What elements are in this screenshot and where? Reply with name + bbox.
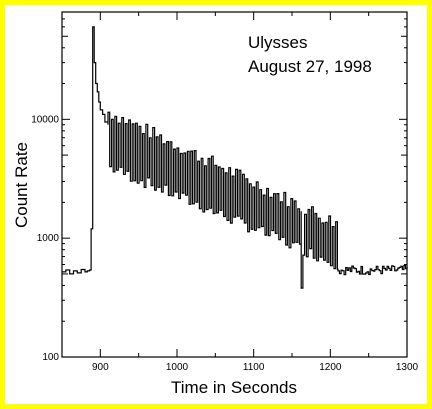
- x-axis-label: Time in Seconds: [171, 378, 297, 397]
- x-tick-label: 1200: [319, 362, 342, 373]
- count-rate-series-line: [62, 26, 408, 289]
- tick-labels: 900 1000 1100 1200 1300 100 1000 10000: [31, 114, 418, 373]
- x-tick-label: 1100: [243, 362, 265, 373]
- y-tick-label: 100: [42, 352, 59, 363]
- y-tick-label: 1000: [37, 233, 60, 244]
- y-tick-label: 10000: [31, 114, 59, 125]
- annotation-line-1: Ulysses: [248, 33, 308, 52]
- plot-area-frame: [61, 11, 408, 358]
- plot-panel: 900 1000 1100 1200 1300 100 1000 10000 Ulysses …: [5, 5, 427, 404]
- y-axis-label: Count Rate: [12, 142, 31, 228]
- x-tick-label: 1000: [166, 362, 189, 373]
- axis-ticks: [61, 11, 408, 358]
- annotation-line-2: August 27, 1998: [248, 57, 372, 76]
- x-tick-label: 1300: [396, 362, 419, 373]
- x-tick-label: 900: [92, 362, 109, 373]
